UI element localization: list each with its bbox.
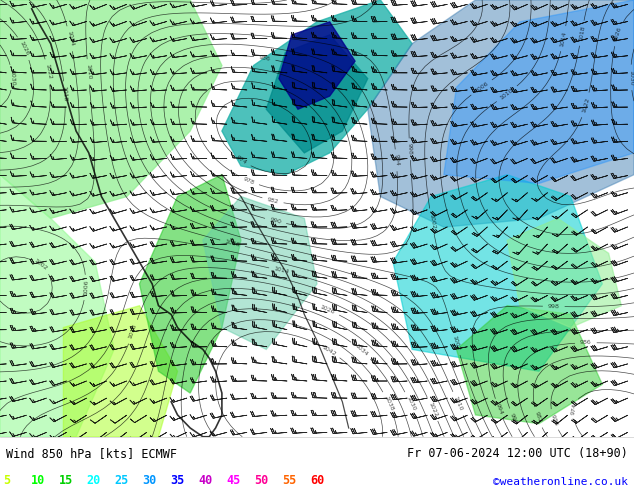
Text: 1030: 1030 — [10, 70, 15, 85]
Polygon shape — [393, 175, 602, 371]
Text: 978: 978 — [550, 413, 558, 426]
Polygon shape — [203, 196, 317, 349]
Text: 1030: 1030 — [628, 70, 633, 85]
Polygon shape — [266, 35, 368, 153]
Polygon shape — [444, 0, 634, 183]
Text: 994: 994 — [495, 403, 503, 416]
Text: 1010: 1010 — [453, 395, 463, 412]
Text: 1006: 1006 — [474, 81, 489, 94]
Text: 50: 50 — [254, 474, 268, 488]
Text: 998: 998 — [548, 304, 560, 309]
Text: 990: 990 — [269, 217, 282, 225]
Text: 1030: 1030 — [405, 395, 416, 412]
Text: 1026: 1026 — [320, 304, 336, 315]
Text: 1010: 1010 — [85, 64, 91, 80]
Polygon shape — [63, 306, 178, 437]
Text: Fr 07-06-2024 12:00 UTC (18+90): Fr 07-06-2024 12:00 UTC (18+90) — [407, 447, 628, 461]
Text: ©weatheronline.co.uk: ©weatheronline.co.uk — [493, 477, 628, 488]
Text: 986: 986 — [580, 340, 592, 345]
Polygon shape — [368, 0, 634, 227]
Text: 1006: 1006 — [224, 239, 241, 247]
Text: 978: 978 — [242, 176, 256, 186]
Text: 45: 45 — [226, 474, 240, 488]
Text: 10: 10 — [31, 474, 45, 488]
Polygon shape — [0, 175, 114, 437]
Text: Wind 850 hPa [kts] ECMWF: Wind 850 hPa [kts] ECMWF — [6, 447, 178, 461]
Polygon shape — [139, 175, 241, 393]
Text: 25: 25 — [115, 474, 129, 488]
Text: 1022: 1022 — [44, 64, 52, 80]
Polygon shape — [279, 22, 355, 109]
Text: 55: 55 — [282, 474, 296, 488]
Text: 1022: 1022 — [581, 97, 590, 113]
Text: 35: 35 — [171, 474, 184, 488]
Polygon shape — [0, 0, 222, 219]
Text: 1026: 1026 — [613, 25, 623, 42]
Text: 974: 974 — [235, 155, 247, 166]
Text: 1018: 1018 — [578, 25, 586, 41]
Text: 994: 994 — [393, 154, 399, 167]
Text: 1010: 1010 — [500, 87, 515, 100]
Text: 1002: 1002 — [428, 213, 436, 229]
Text: 40: 40 — [198, 474, 212, 488]
Text: 1002: 1002 — [451, 335, 461, 351]
Polygon shape — [456, 306, 602, 424]
Text: 974: 974 — [570, 403, 577, 416]
Text: 1042: 1042 — [321, 344, 337, 357]
Text: 1014: 1014 — [273, 267, 290, 275]
Text: 20: 20 — [87, 474, 101, 488]
Text: 998: 998 — [407, 143, 413, 155]
Polygon shape — [222, 0, 412, 175]
Text: 982: 982 — [266, 197, 279, 204]
Text: 1018: 1018 — [128, 323, 138, 340]
Text: 1034: 1034 — [354, 343, 369, 357]
Text: 1018: 1018 — [61, 86, 68, 102]
Text: 1026: 1026 — [18, 40, 30, 56]
Text: 982: 982 — [533, 411, 542, 424]
Text: 30: 30 — [143, 474, 157, 488]
Text: 1022: 1022 — [427, 401, 438, 417]
Text: 1038: 1038 — [383, 395, 394, 412]
Text: 986: 986 — [259, 55, 271, 62]
Text: 5: 5 — [3, 474, 10, 488]
Text: 1002: 1002 — [32, 258, 48, 271]
Text: 1014: 1014 — [66, 30, 74, 47]
Text: 60: 60 — [310, 474, 324, 488]
Text: 990: 990 — [509, 412, 518, 425]
Text: 1014: 1014 — [560, 30, 567, 47]
Polygon shape — [507, 219, 621, 327]
Text: 15: 15 — [59, 474, 73, 488]
Text: 1006: 1006 — [83, 280, 89, 295]
